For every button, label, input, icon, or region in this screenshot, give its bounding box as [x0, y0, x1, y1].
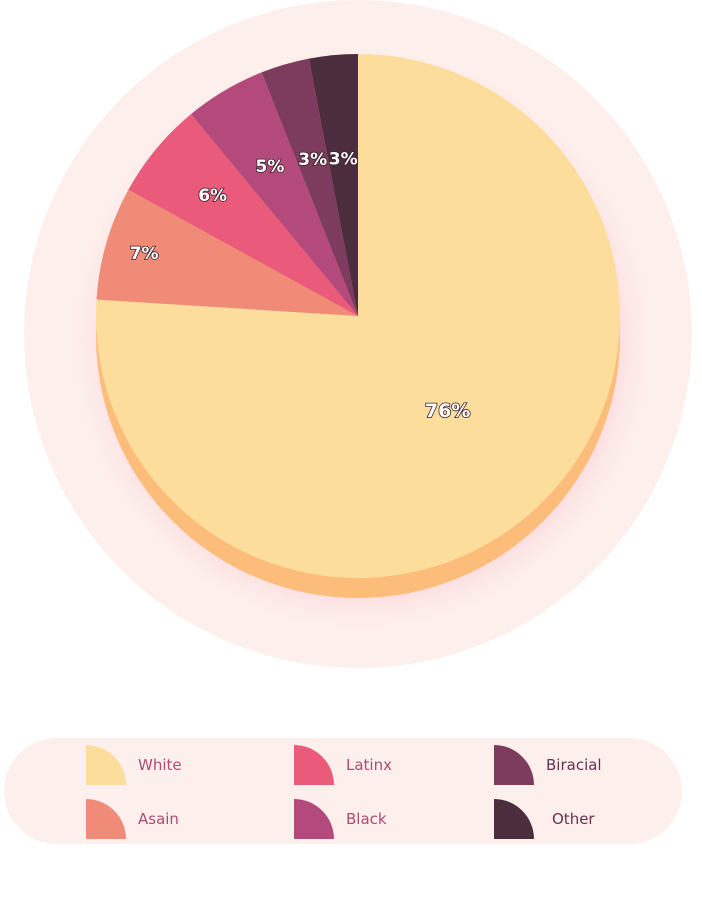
slice-label-black: 5%: [256, 157, 285, 177]
slice-label-white: 76%: [425, 400, 470, 422]
pie-labels: 76% 7% 6% 5% 3% 3%: [129, 149, 471, 423]
legend-item-black: Black: [294, 799, 387, 839]
legend-swatch: [294, 799, 334, 839]
legend-item-biracial: Biracial: [494, 745, 602, 785]
legend-swatch: [494, 745, 534, 785]
legend-item-asain: Asain: [86, 799, 179, 839]
legend-swatch: [86, 799, 126, 839]
legend-label: Biracial: [546, 756, 602, 774]
slice-label-asain: 7%: [130, 244, 159, 264]
legend-label: White: [138, 756, 182, 774]
legend-label: Latinx: [346, 756, 392, 774]
legend: White Latinx Biracial Asain Black Other: [4, 738, 682, 844]
pie-slice-asain: [96, 189, 358, 316]
pie-chart: 76% 7% 6% 5% 3% 3%: [24, 0, 692, 668]
slice-label-latinx: 6%: [198, 186, 227, 206]
legend-swatch: [86, 745, 126, 785]
slice-label-other: 3%: [329, 149, 358, 169]
pie-slice-biracial: [261, 58, 358, 316]
legend-label: Black: [346, 810, 387, 828]
legend-item-white: White: [86, 745, 182, 785]
legend-swatch: [294, 745, 334, 785]
legend-item-other: Other: [494, 799, 595, 839]
pie-slice-white: [95, 54, 621, 578]
pie-slice-black: [190, 72, 358, 316]
legend-item-latinx: Latinx: [294, 745, 392, 785]
legend-label: Other: [552, 810, 595, 828]
legend-swatch: [494, 799, 534, 839]
pie-slice-latinx: [128, 114, 358, 316]
slice-label-biracial: 3%: [298, 150, 327, 170]
legend-label: Asain: [138, 810, 179, 828]
pie-slices: [95, 54, 621, 578]
pie-slice-other: [308, 54, 358, 316]
